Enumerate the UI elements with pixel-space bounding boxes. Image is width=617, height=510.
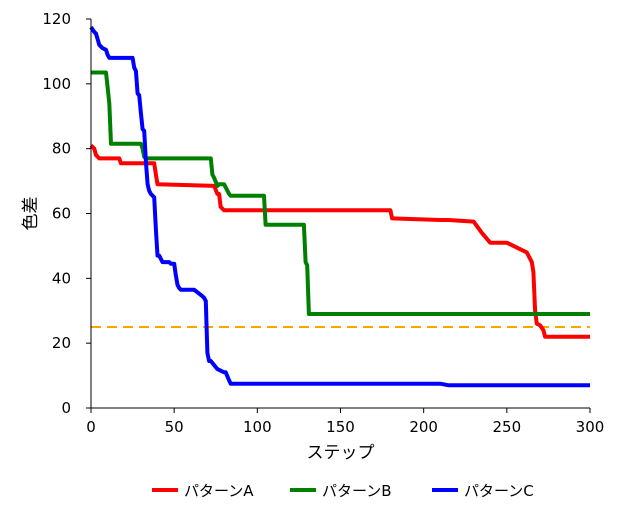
x-tick-label: 100	[243, 418, 272, 436]
series-line-3	[89, 25, 590, 388]
x-tick-label: 250	[493, 418, 522, 436]
plot-area	[89, 25, 590, 388]
x-tick-label: 0	[86, 418, 96, 436]
x-axis-ticks: 0 50 100 150 200 250 300	[86, 408, 604, 436]
x-axis-title: ステップ	[307, 443, 375, 463]
series-line-2	[91, 70, 590, 316]
y-axis-title: 色差	[21, 197, 41, 231]
y-tick-label: 120	[42, 10, 71, 28]
y-tick-label: 40	[52, 269, 71, 287]
legend-label: パターンC	[464, 482, 534, 500]
x-tick-label: 200	[409, 418, 438, 436]
x-tick-label: 50	[165, 418, 184, 436]
legend-label: パターンB	[322, 482, 392, 500]
y-tick-label: 80	[52, 140, 71, 158]
x-tick-label: 150	[326, 418, 355, 436]
legend: パターンA パターンB パターンC	[152, 482, 534, 500]
y-tick-label: 20	[52, 334, 71, 352]
legend-label: パターンA	[184, 482, 254, 500]
y-tick-label: 60	[52, 205, 71, 223]
series-line-1	[89, 143, 590, 339]
y-axis-ticks: 0 20 40 60 80 100 120	[42, 10, 91, 417]
y-tick-label: 100	[42, 75, 71, 93]
y-tick-label: 0	[61, 399, 71, 417]
x-tick-label: 300	[576, 418, 605, 436]
